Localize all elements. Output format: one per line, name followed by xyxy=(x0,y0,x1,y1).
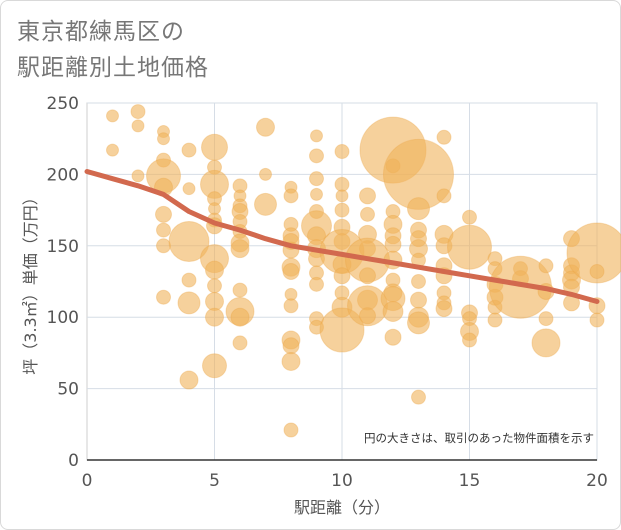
data-point xyxy=(589,312,605,328)
data-point xyxy=(177,291,201,315)
data-point xyxy=(155,205,172,223)
data-point xyxy=(531,328,561,358)
data-point xyxy=(335,189,349,203)
data-point xyxy=(462,332,477,348)
data-point xyxy=(462,209,477,225)
data-point xyxy=(334,176,350,192)
data-point xyxy=(407,311,430,335)
y-tick-label: 250 xyxy=(47,94,79,114)
data-point xyxy=(283,188,299,204)
y-tick-label: 150 xyxy=(47,237,79,257)
data-point xyxy=(487,312,503,328)
y-tick-label: 100 xyxy=(47,308,79,328)
y-axis-label: 坪（3.3㎡）単価（万円） xyxy=(21,189,40,374)
data-point xyxy=(130,104,146,120)
chart-title-line-1: 東京都練馬区の xyxy=(17,19,185,45)
data-point xyxy=(282,337,300,355)
data-point xyxy=(538,311,554,327)
data-point xyxy=(410,291,427,309)
y-tick-label: 0 xyxy=(68,451,79,471)
data-point xyxy=(310,129,323,143)
data-point xyxy=(106,109,119,123)
data-point xyxy=(256,117,275,137)
x-axis-label: 駅距離（分） xyxy=(294,498,390,517)
data-point xyxy=(359,267,376,285)
y-axis-ticks: 0 50 100 150 200 250 xyxy=(47,94,79,471)
x-axis-ticks: 0 5 10 15 20 xyxy=(82,471,608,491)
x-tick-label: 20 xyxy=(586,471,608,491)
chart-title: 東京都練馬区の 駅距離別土地価格 xyxy=(17,14,209,86)
data-point xyxy=(436,188,452,204)
data-point xyxy=(156,222,171,238)
trend-line xyxy=(84,169,600,304)
data-point xyxy=(333,267,351,285)
data-point xyxy=(382,300,404,322)
data-point xyxy=(384,235,402,253)
data-point xyxy=(309,148,324,164)
data-point xyxy=(435,300,453,318)
x-tick-label: 0 xyxy=(82,471,93,491)
data-point xyxy=(360,206,375,222)
y-tick-label: 50 xyxy=(57,380,79,400)
data-point xyxy=(359,187,376,205)
bubble-size-note: 円の大きさは、取引のあった物件面積を示す xyxy=(364,431,594,445)
data-point xyxy=(232,282,248,298)
data-point xyxy=(259,167,272,181)
data-point xyxy=(157,132,170,146)
data-point xyxy=(384,328,402,346)
data-point xyxy=(181,142,197,158)
data-point xyxy=(232,335,248,351)
data-point xyxy=(205,260,224,280)
data-point xyxy=(230,239,250,259)
x-tick-label: 10 xyxy=(331,471,353,491)
data-point xyxy=(283,422,299,438)
data-point xyxy=(310,187,323,201)
data-point xyxy=(589,264,605,280)
data-point xyxy=(447,224,492,270)
data-point xyxy=(411,389,426,405)
data-point xyxy=(283,298,299,314)
data-point xyxy=(156,238,171,254)
data-point xyxy=(168,221,210,263)
data-point xyxy=(202,353,227,379)
data-point xyxy=(407,197,430,221)
data-point xyxy=(131,169,145,183)
data-point xyxy=(309,171,324,187)
data-point xyxy=(282,263,300,281)
data-point xyxy=(566,222,621,284)
data-point xyxy=(106,143,119,157)
data-point xyxy=(436,129,452,145)
data-point xyxy=(201,133,228,161)
data-point xyxy=(131,119,145,133)
data-point xyxy=(182,182,196,196)
data-point xyxy=(179,370,199,390)
data-point xyxy=(205,307,224,327)
data-point xyxy=(230,307,250,327)
data-point xyxy=(156,289,171,305)
x-tick-label: 5 xyxy=(209,471,220,491)
y-tick-label: 200 xyxy=(47,165,79,185)
data-point xyxy=(334,144,350,160)
chart-title-line-2: 駅距離別土地価格 xyxy=(17,55,209,81)
data-point xyxy=(359,307,376,325)
data-point xyxy=(181,272,197,288)
data-point xyxy=(309,276,324,292)
x-tick-label: 15 xyxy=(459,471,481,491)
data-point xyxy=(281,351,301,371)
data-point xyxy=(207,278,222,294)
data-point xyxy=(538,258,554,274)
data-point xyxy=(254,192,277,216)
data-point xyxy=(334,202,350,218)
data-point xyxy=(411,274,426,289)
